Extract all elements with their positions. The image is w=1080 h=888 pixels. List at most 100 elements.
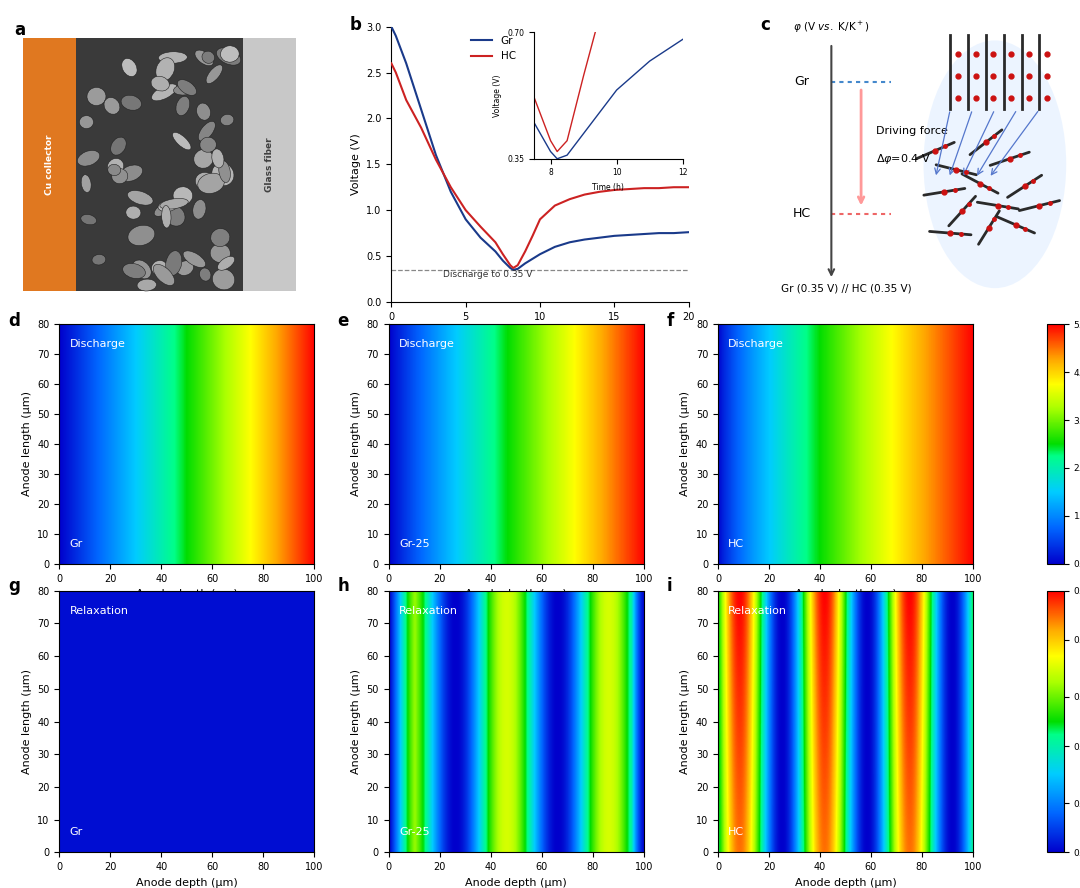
HC: [518, 246, 531, 257]
Ellipse shape: [198, 173, 225, 194]
Gr: [518, 258, 531, 269]
Text: c: c: [760, 16, 770, 34]
Text: Gr: Gr: [794, 75, 809, 88]
Ellipse shape: [151, 260, 167, 275]
HC: [549, 201, 562, 211]
Ellipse shape: [162, 205, 171, 228]
Line: HC: HC: [391, 63, 689, 268]
Ellipse shape: [211, 228, 230, 247]
HC: [503, 260, 516, 271]
Ellipse shape: [206, 65, 222, 83]
X-axis label: Anode depth (μm): Anode depth (μm): [136, 877, 238, 888]
Ellipse shape: [133, 260, 151, 279]
HC: [683, 182, 696, 193]
Ellipse shape: [202, 52, 215, 63]
HC: [489, 237, 502, 248]
Gr: [667, 228, 680, 239]
HC: [474, 221, 487, 232]
Text: Cu collector: Cu collector: [45, 134, 54, 194]
Ellipse shape: [173, 186, 192, 204]
Ellipse shape: [212, 149, 224, 168]
Bar: [77, 37, 243, 291]
X-axis label: Anode depth (μm): Anode depth (μm): [795, 589, 896, 599]
HC: [389, 67, 402, 78]
Y-axis label: Anode length (μm): Anode length (μm): [680, 669, 690, 774]
Ellipse shape: [78, 150, 99, 166]
HC: [623, 184, 636, 194]
Gr: [415, 104, 428, 115]
Ellipse shape: [80, 115, 94, 129]
Ellipse shape: [211, 243, 230, 263]
Ellipse shape: [81, 214, 96, 225]
Text: i: i: [667, 577, 673, 596]
Text: f: f: [667, 312, 674, 330]
Ellipse shape: [194, 50, 214, 66]
Ellipse shape: [173, 132, 191, 150]
Ellipse shape: [192, 200, 206, 219]
Ellipse shape: [126, 206, 140, 219]
Ellipse shape: [151, 83, 177, 101]
Ellipse shape: [159, 52, 187, 63]
Line: Gr: Gr: [391, 27, 689, 270]
Ellipse shape: [127, 226, 154, 246]
HC: [507, 263, 519, 274]
HC: [511, 260, 524, 271]
Text: Glass fiber: Glass fiber: [265, 137, 274, 192]
Ellipse shape: [122, 59, 137, 76]
Gr: [384, 21, 397, 32]
Text: Discharge to 0.35 V: Discharge to 0.35 V: [444, 270, 532, 279]
X-axis label: Anode depth (μm): Anode depth (μm): [795, 877, 896, 888]
Text: Gr: Gr: [69, 540, 83, 550]
Ellipse shape: [217, 257, 234, 270]
Gr: [637, 229, 650, 240]
HC: [652, 183, 665, 194]
Text: Gr (0.35 V) // HC (0.35 V): Gr (0.35 V) // HC (0.35 V): [781, 283, 912, 294]
Ellipse shape: [121, 95, 141, 110]
Gr: [593, 233, 606, 243]
Gr: [459, 214, 472, 225]
Ellipse shape: [923, 41, 1066, 288]
Gr: [400, 58, 413, 68]
Ellipse shape: [200, 137, 216, 153]
HC: [415, 123, 428, 133]
Gr: [503, 263, 516, 274]
Ellipse shape: [123, 264, 146, 279]
HC: [497, 249, 510, 259]
HC: [667, 182, 680, 193]
Text: $\Delta\varphi$=0.4 V: $\Delta\varphi$=0.4 V: [876, 152, 931, 166]
Ellipse shape: [104, 98, 120, 115]
Y-axis label: Anode length (μm): Anode length (μm): [22, 392, 31, 496]
Gr: [489, 246, 502, 257]
X-axis label: Anode depth (μm): Anode depth (μm): [465, 589, 567, 599]
Text: a: a: [14, 21, 25, 39]
Ellipse shape: [127, 191, 153, 205]
Text: Discharge: Discharge: [728, 338, 784, 348]
Gr: [683, 226, 696, 237]
Ellipse shape: [177, 80, 197, 95]
Ellipse shape: [184, 251, 205, 267]
Ellipse shape: [153, 265, 175, 286]
Ellipse shape: [220, 46, 239, 62]
Gr: [444, 186, 457, 197]
Y-axis label: Anode length (μm): Anode length (μm): [22, 669, 31, 774]
Ellipse shape: [160, 198, 188, 209]
Gr: [564, 237, 577, 248]
Ellipse shape: [108, 164, 121, 176]
Text: Relaxation: Relaxation: [728, 607, 787, 616]
Ellipse shape: [120, 165, 143, 181]
Ellipse shape: [165, 250, 181, 275]
Ellipse shape: [200, 268, 211, 281]
Ellipse shape: [219, 161, 230, 183]
Ellipse shape: [154, 201, 175, 217]
HC: [400, 95, 413, 106]
HC: [526, 231, 539, 242]
Ellipse shape: [111, 169, 127, 184]
Ellipse shape: [87, 87, 106, 106]
Gr: [534, 249, 546, 259]
Gr: [623, 230, 636, 241]
Text: d: d: [9, 312, 21, 330]
Ellipse shape: [81, 175, 91, 193]
HC: [637, 183, 650, 194]
Text: g: g: [9, 577, 21, 596]
Ellipse shape: [195, 172, 217, 191]
